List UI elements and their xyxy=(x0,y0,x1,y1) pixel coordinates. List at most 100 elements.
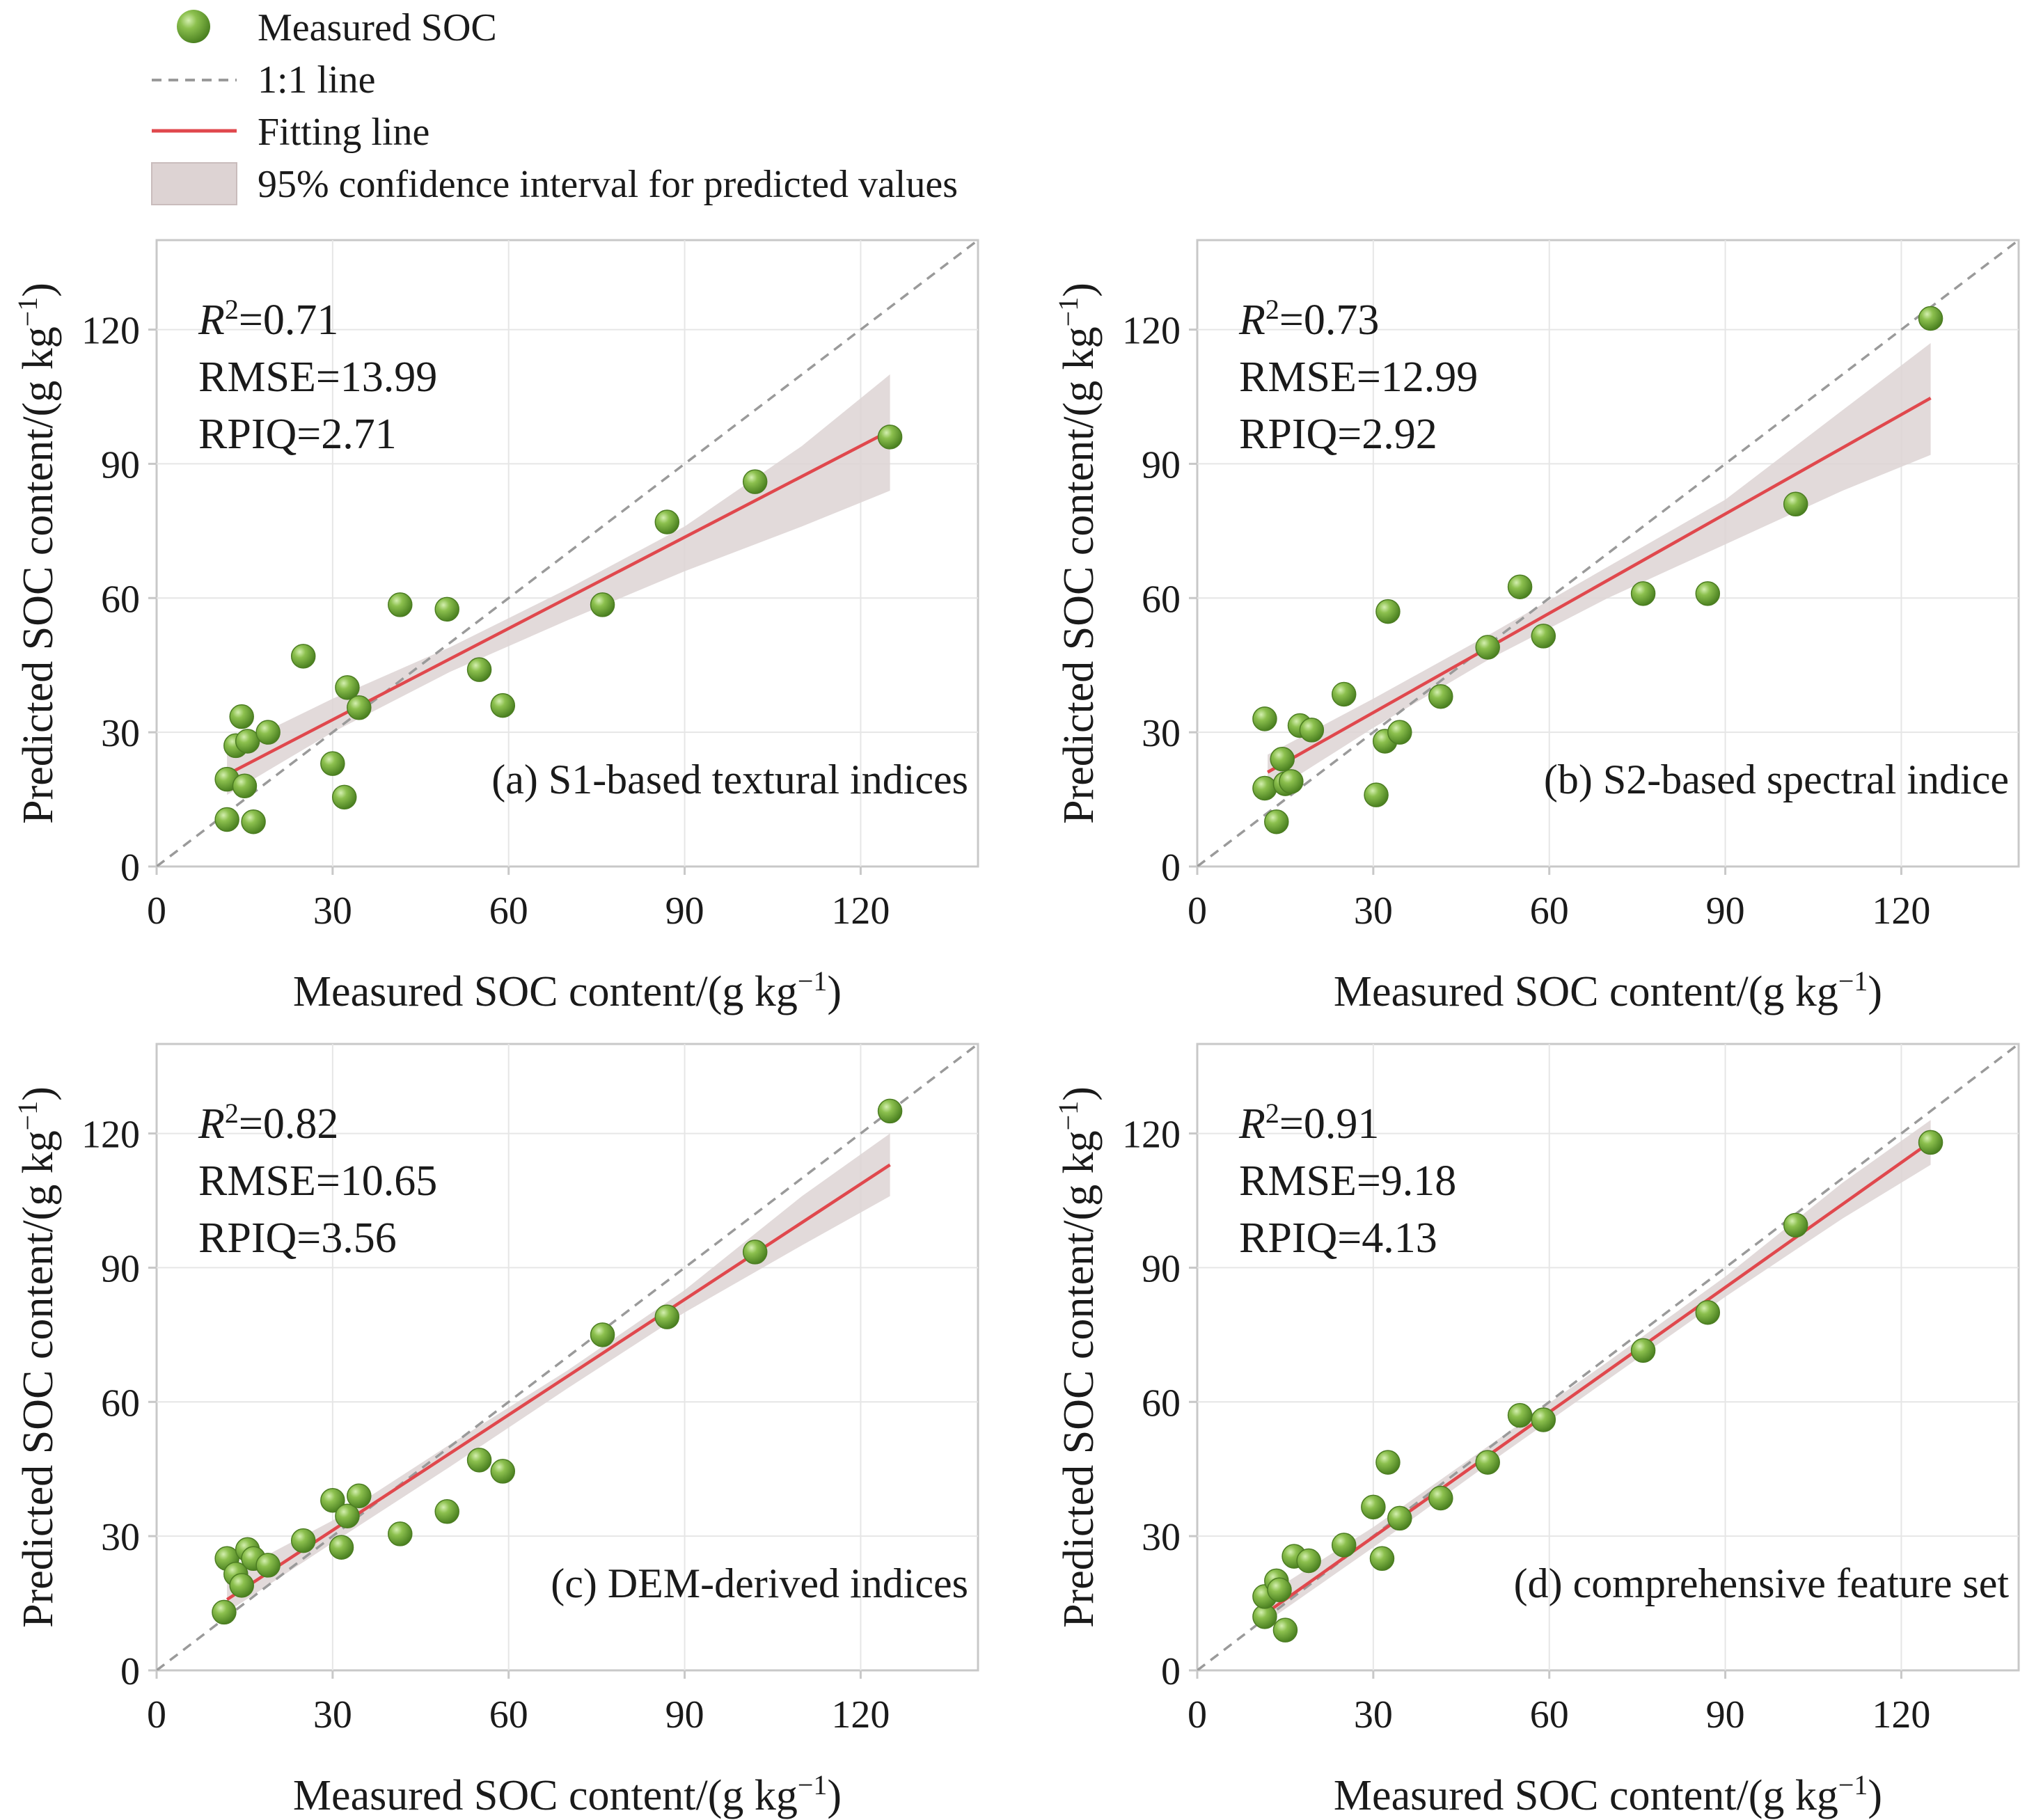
y-axis-title: Predicted SOC content/(g kg−1) xyxy=(1052,1086,1103,1628)
panel-d: 00 30 30 60 60 90 90 120 120 Measured SOC content… xyxy=(1052,1043,2020,1820)
panel-a: 00 30 30 60 60 90 90 120 120 Measured SOC content… xyxy=(12,239,979,1016)
x-tick-label: 90 xyxy=(665,1693,704,1736)
data-point xyxy=(1264,809,1289,834)
legend: Measured SOC 1:1 line Fitting line 95% c… xyxy=(151,6,958,206)
x-tick-label: 60 xyxy=(1530,1693,1569,1736)
x-axis-title: Measured SOC content/(g kg−1) xyxy=(293,965,842,1016)
y-tick-label: 90 xyxy=(1142,443,1181,486)
fitting-line xyxy=(1266,1140,1932,1613)
data-point xyxy=(1531,1407,1556,1432)
x-tick-label: 0 xyxy=(147,1693,166,1736)
data-point xyxy=(329,1535,354,1560)
confidence-band xyxy=(1268,342,1931,796)
y-tick-label: 120 xyxy=(1122,310,1181,353)
data-point xyxy=(1630,1338,1656,1363)
panel-label-c: (c) DEM-derived indices xyxy=(551,1560,968,1606)
data-point xyxy=(877,1098,903,1124)
plot-content xyxy=(1197,1044,2019,1670)
data-point xyxy=(1783,1212,1808,1238)
data-point xyxy=(742,1240,768,1265)
data-point xyxy=(347,695,372,720)
data-point xyxy=(241,809,266,834)
data-point xyxy=(1296,1548,1321,1574)
x-tick-label: 90 xyxy=(1706,1693,1745,1736)
data-point xyxy=(1387,720,1412,745)
data-point xyxy=(1507,1402,1533,1428)
legend-measured-label: Measured SOC xyxy=(258,6,497,49)
data-point xyxy=(466,1448,492,1473)
y-tick-label: 0 xyxy=(1161,846,1181,889)
plot-content xyxy=(1197,240,2019,867)
data-point xyxy=(1331,681,1357,707)
fitting-line xyxy=(226,1163,891,1601)
rmse-stat: RMSE=9.18 xyxy=(1239,1157,1456,1205)
x-tick-label: 120 xyxy=(1872,889,1930,933)
r2-stat: R2=0.71 xyxy=(198,294,338,345)
x-tick-label: 120 xyxy=(1872,1693,1930,1736)
y-axis-title: Predicted SOC content/(g kg−1) xyxy=(12,1086,63,1628)
y-tick-label: 60 xyxy=(101,578,140,621)
data-point xyxy=(1695,1299,1721,1325)
rpiq-stat: RPIQ=3.56 xyxy=(198,1214,397,1262)
y-tick-label: 0 xyxy=(1161,1650,1181,1693)
r2-stat: R2=0.91 xyxy=(1238,1098,1379,1148)
data-point xyxy=(331,784,357,810)
y-tick-label: 30 xyxy=(101,1516,140,1559)
data-point xyxy=(1252,706,1277,731)
data-point xyxy=(1428,683,1453,709)
rpiq-stat: RPIQ=4.13 xyxy=(1239,1214,1437,1262)
panel-b: 00 30 30 60 60 90 90 120 120 Measured SOC content… xyxy=(1052,239,2020,1016)
y-tick-label: 60 xyxy=(101,1382,140,1425)
data-point xyxy=(1364,782,1389,807)
plot-content xyxy=(157,1044,978,1670)
y-axis-title: Predicted SOC content/(g kg−1) xyxy=(1052,283,1103,824)
y-tick-label: 30 xyxy=(1142,712,1181,755)
x-tick-label: 30 xyxy=(1354,889,1393,933)
data-point xyxy=(320,1487,345,1513)
data-point xyxy=(320,751,345,776)
x-axis-title: Measured SOC content/(g kg−1) xyxy=(1334,965,1882,1016)
data-point xyxy=(1695,581,1721,606)
panel-label-b: (b) S2-based spectral indice xyxy=(1544,757,2009,802)
data-point xyxy=(434,596,459,622)
legend-oneone-label: 1:1 line xyxy=(258,58,376,102)
data-point xyxy=(232,773,258,799)
data-point xyxy=(229,1573,254,1598)
data-point xyxy=(255,1553,281,1578)
panel-label-d: (d) comprehensive feature set xyxy=(1514,1560,2010,1606)
x-tick-label: 0 xyxy=(1188,1693,1207,1736)
x-tick-label: 90 xyxy=(665,889,704,933)
x-axis-title: Measured SOC content/(g kg−1) xyxy=(1334,1769,1882,1820)
data-point xyxy=(1918,306,1943,331)
r2-stat: R2=0.73 xyxy=(1238,294,1379,345)
data-point xyxy=(1369,1546,1395,1572)
y-axis-title: Predicted SOC content/(g kg−1) xyxy=(12,283,63,824)
data-point xyxy=(466,657,492,682)
x-tick-label: 120 xyxy=(831,889,890,933)
rpiq-stat: RPIQ=2.71 xyxy=(198,411,397,458)
panel-c: 00 30 30 60 60 90 90 120 120 Measured SOC content… xyxy=(12,1043,979,1819)
x-tick-label: 120 xyxy=(831,1693,890,1736)
data-point xyxy=(742,469,768,494)
y-tick-label: 60 xyxy=(1142,1382,1181,1425)
data-point xyxy=(1270,746,1295,772)
x-tick-label: 60 xyxy=(1530,889,1569,933)
y-tick-label: 0 xyxy=(120,1650,140,1693)
data-point xyxy=(1252,775,1277,801)
data-point xyxy=(335,675,360,700)
data-point xyxy=(335,1503,360,1528)
y-tick-label: 0 xyxy=(120,846,140,889)
panel-label-a: (a) S1-based textural indices xyxy=(491,757,968,802)
data-point xyxy=(290,644,316,669)
data-point xyxy=(1630,581,1656,606)
data-point xyxy=(490,1459,516,1484)
data-point xyxy=(229,704,254,729)
legend-ci-label: 95% confidence interval for predicted va… xyxy=(258,163,958,206)
oneone-line xyxy=(157,1044,978,1670)
data-point xyxy=(1375,599,1401,624)
data-point xyxy=(654,1304,680,1329)
data-point xyxy=(1331,1533,1357,1558)
data-point xyxy=(347,1483,372,1509)
r2-stat: R2=0.82 xyxy=(198,1098,338,1148)
legend-ci-swatch xyxy=(151,162,237,205)
